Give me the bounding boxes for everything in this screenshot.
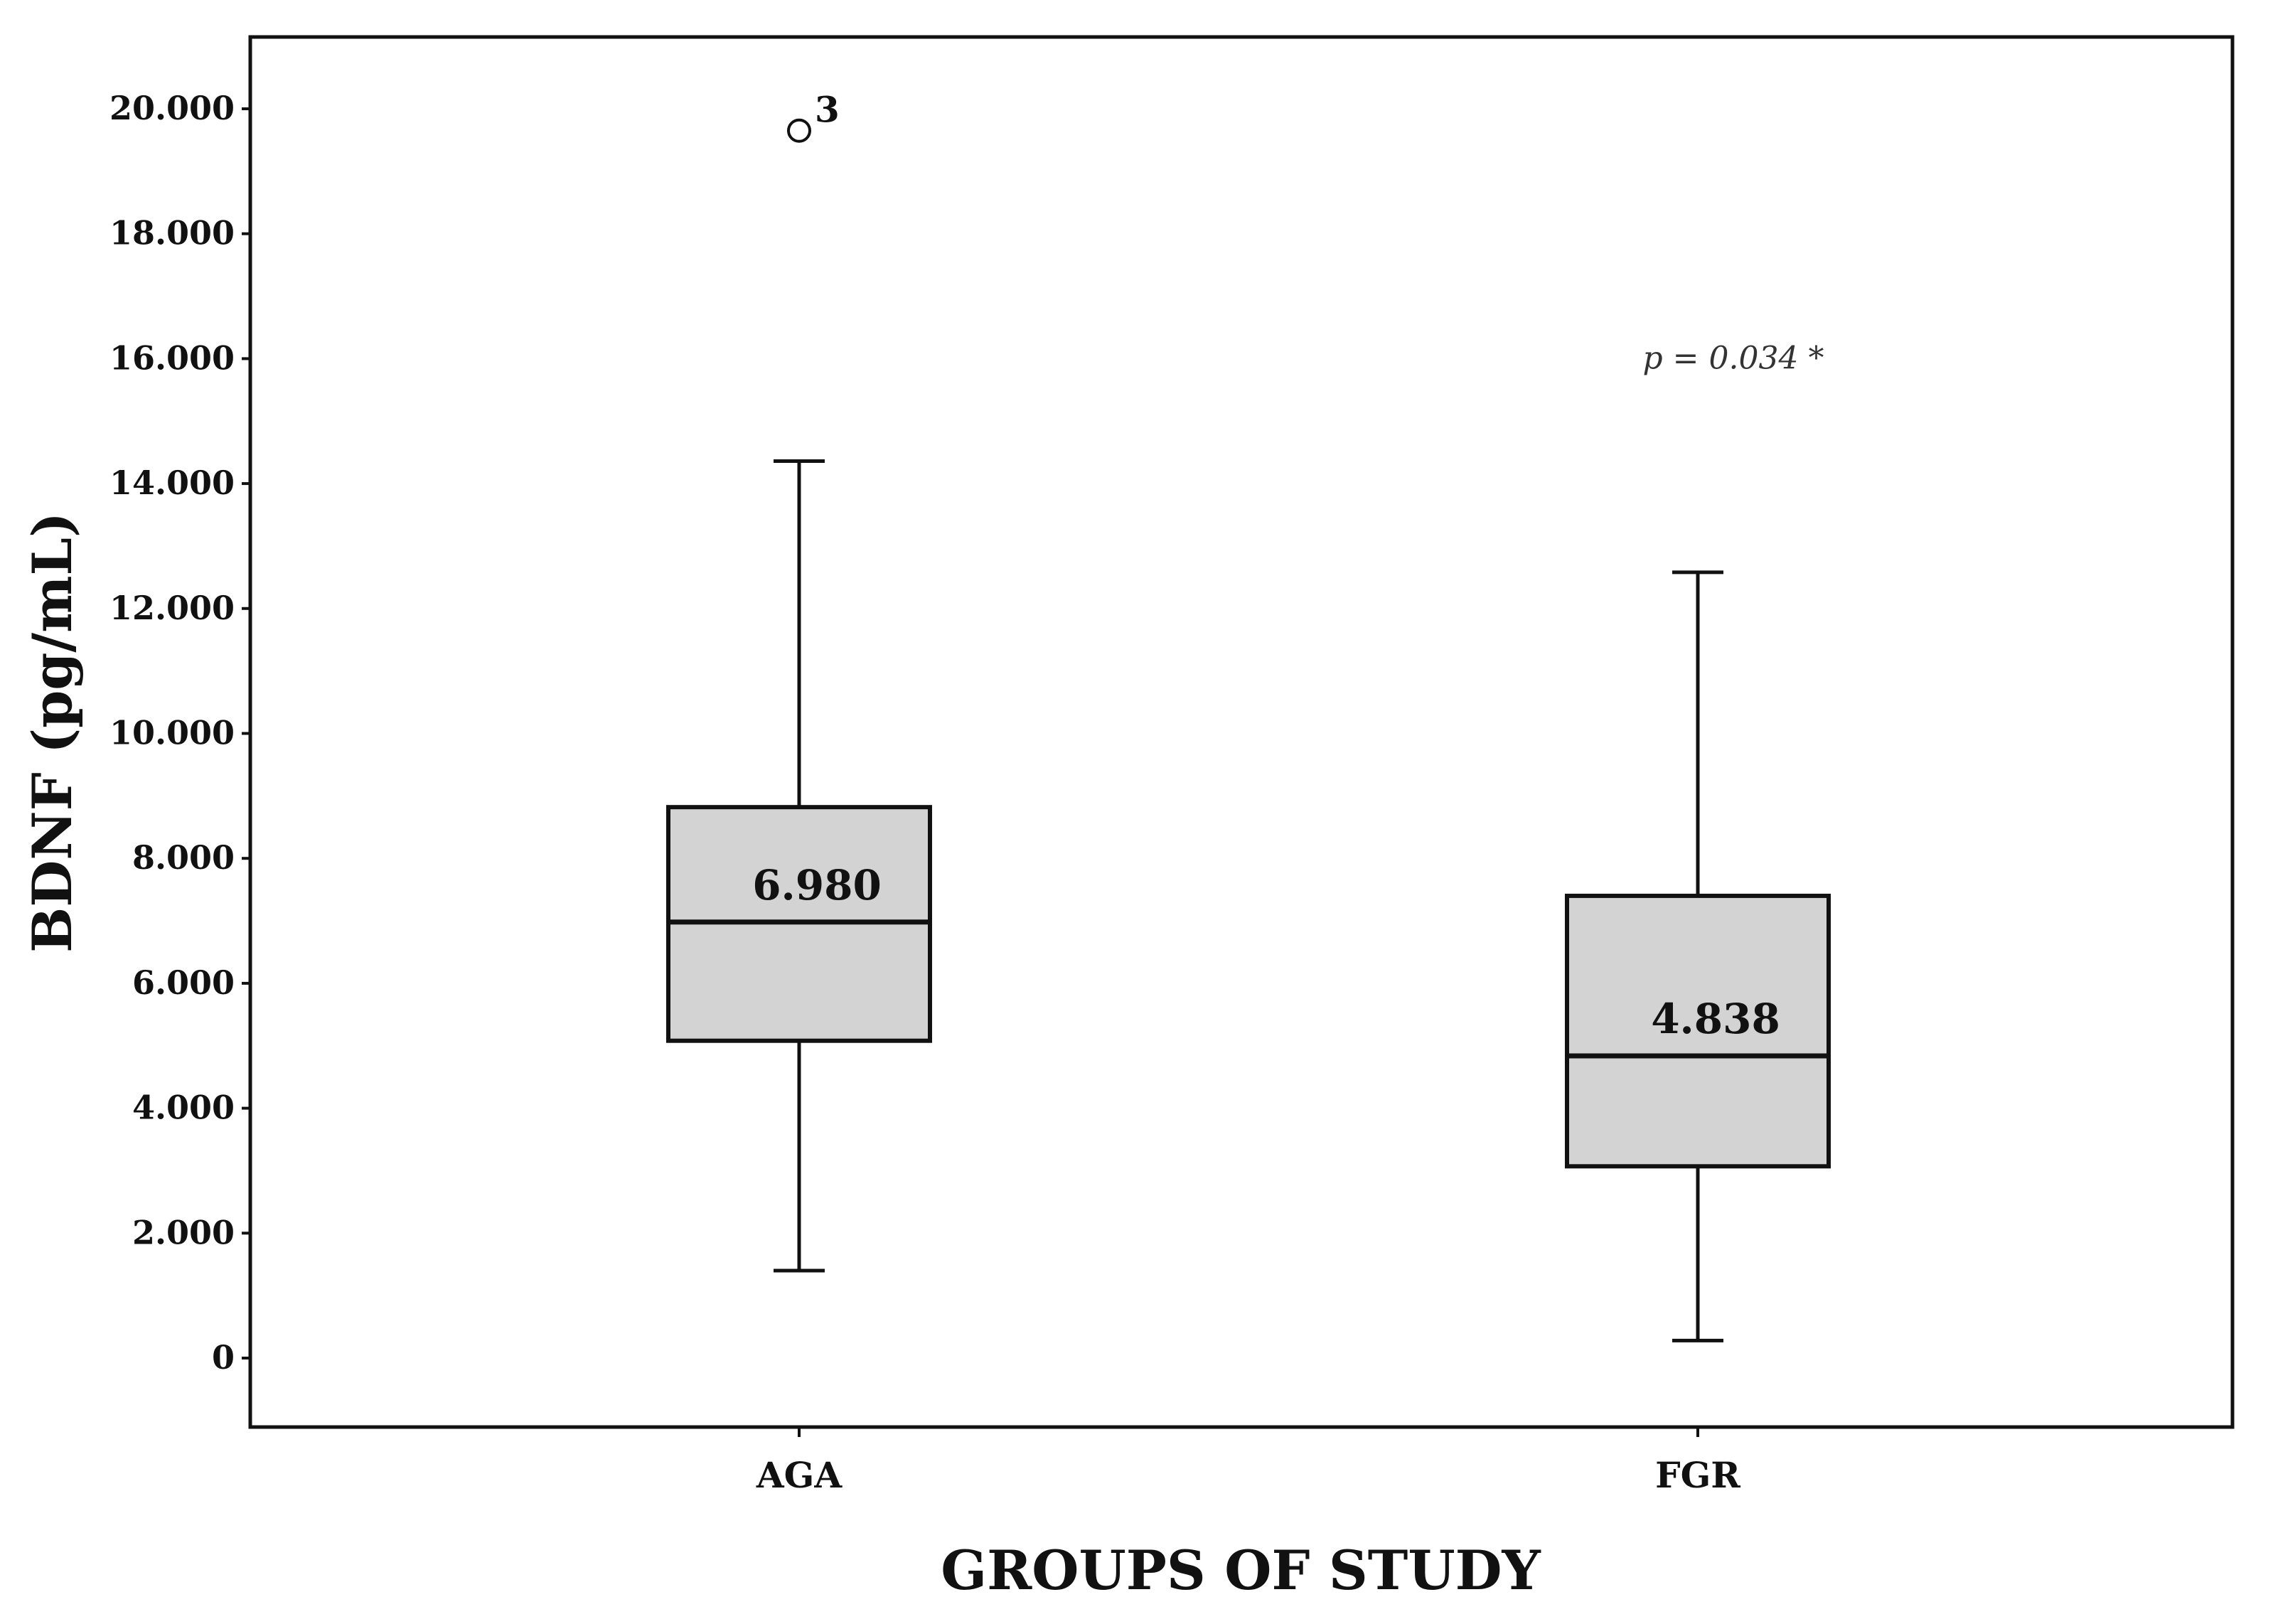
box-iqr [1565, 893, 1831, 1169]
x-axis-title: GROUPS OF STUDY [941, 1539, 1541, 1602]
y-axis-title: BDNF (pg/mL) [21, 512, 84, 953]
y-axis-ticks: 0 2.000 4.000 6.000 8.000 10.000 12.000 14.000 1… [109, 89, 250, 1377]
outlier-point [787, 118, 811, 143]
median-label: 6.980 [752, 861, 882, 909]
x-category-label: AGA [756, 1454, 843, 1496]
p-value-annotation: p = 0.034 * [1643, 340, 1824, 376]
y-tick-label: 14.000 [109, 464, 235, 502]
y-tick-label: 16.000 [109, 338, 235, 377]
y-tick-label: 18.000 [109, 214, 235, 252]
y-tick-label: 8.000 [132, 838, 235, 877]
y-tick-label: 20.000 [109, 89, 235, 127]
y-tick-label: 2.000 [132, 1213, 235, 1251]
y-tick-label: 0 [212, 1338, 235, 1377]
y-tick-label: 12.000 [109, 589, 235, 627]
median-label: 4.838 [1651, 995, 1780, 1043]
x-category-label: FGR [1655, 1454, 1740, 1496]
y-tick-label: 6.000 [132, 963, 235, 1002]
y-tick-label: 4.000 [132, 1089, 235, 1127]
outlier-label: 3 [815, 89, 840, 131]
y-tick-label: 10.000 [109, 714, 235, 752]
x-axis-categories: AGA FGR [756, 1427, 1740, 1496]
annotations: p = 0.034 * [1643, 340, 1824, 376]
plot-frame [248, 35, 2235, 1429]
box-series: 6.980 3 4.838 [666, 89, 1831, 1342]
